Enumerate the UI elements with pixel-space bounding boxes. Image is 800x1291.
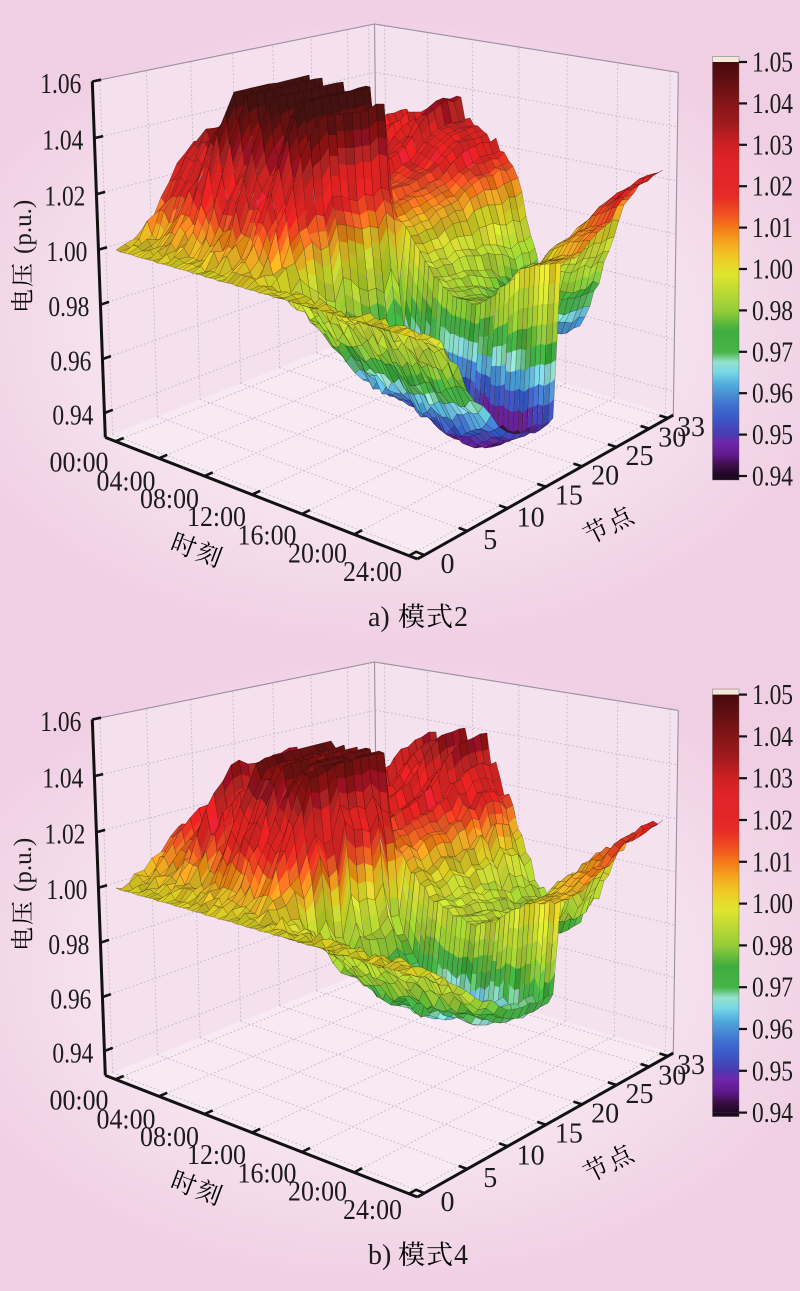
svg-text:1.04: 1.04 [42,764,83,795]
svg-text:1.04: 1.04 [752,89,793,120]
svg-text:0.98: 0.98 [752,296,793,327]
svg-text:08:00: 08:00 [140,1122,199,1153]
svg-text:1.06: 1.06 [40,69,81,100]
svg-text:1.02: 1.02 [44,820,85,851]
svg-text:20: 20 [591,1098,619,1129]
svg-text:30: 30 [658,423,686,454]
svg-text:1.05: 1.05 [752,48,793,79]
svg-text:0.96: 0.96 [752,1015,793,1046]
svg-text:16:00: 16:00 [238,1159,297,1190]
svg-text:20:00: 20:00 [288,539,347,570]
svg-text:12:00: 12:00 [187,502,246,533]
svg-text:12:00: 12:00 [187,1140,246,1171]
svg-text:0.94: 0.94 [752,1098,793,1129]
svg-text:0.97: 0.97 [752,337,793,368]
svg-text:1.02: 1.02 [752,172,793,203]
svg-text:00:00: 00:00 [50,448,109,479]
svg-text:0.94: 0.94 [752,462,793,493]
svg-text:b): b) [368,1240,391,1271]
svg-text:2: 2 [454,602,468,633]
svg-text:0.96: 0.96 [50,347,91,378]
svg-text:a): a) [368,602,390,633]
svg-text:0.98: 0.98 [752,931,793,962]
svg-text:0.96: 0.96 [50,985,91,1016]
svg-text:1.02: 1.02 [44,182,85,213]
svg-text:33: 33 [677,1050,705,1081]
svg-text:1.00: 1.00 [46,237,87,268]
svg-text:(p.u.): (p.u.) [10,838,37,897]
svg-text:15: 15 [555,1119,583,1150]
svg-text:1.03: 1.03 [752,764,793,795]
svg-text:1.01: 1.01 [752,213,793,244]
svg-text:1.03: 1.03 [752,130,793,161]
svg-text:08:00: 08:00 [140,484,199,515]
svg-text:10: 10 [517,502,545,533]
svg-text:0.94: 0.94 [52,401,93,432]
svg-text:1.06: 1.06 [40,707,81,738]
svg-text:24:00: 24:00 [343,557,402,588]
svg-text:25: 25 [626,441,654,472]
svg-text:1.04: 1.04 [42,126,83,157]
svg-text:15: 15 [555,481,583,512]
svg-text:0: 0 [441,549,455,580]
svg-text:33: 33 [677,412,705,443]
svg-text:20:00: 20:00 [288,1177,347,1208]
svg-text:5: 5 [483,525,497,556]
svg-text:1.04: 1.04 [752,722,793,753]
svg-text:0.98: 0.98 [48,930,89,961]
svg-text:1.01: 1.01 [752,847,793,878]
svg-text:4: 4 [454,1240,468,1271]
svg-text:1.02: 1.02 [752,806,793,837]
svg-text:1.00: 1.00 [752,255,793,286]
svg-text:1.00: 1.00 [752,889,793,920]
svg-text:0.98: 0.98 [48,292,89,323]
svg-text:04:00: 04:00 [97,467,156,498]
svg-text:16:00: 16:00 [238,521,297,552]
svg-text:04:00: 04:00 [97,1105,156,1136]
svg-text:10: 10 [517,1140,545,1171]
svg-text:1.00: 1.00 [46,875,87,906]
svg-text:0.97: 0.97 [752,973,793,1004]
svg-text:0: 0 [441,1187,455,1218]
svg-text:30: 30 [658,1061,686,1092]
svg-text:0.94: 0.94 [52,1039,93,1070]
svg-text:0.95: 0.95 [752,1056,793,1087]
svg-text:5: 5 [483,1163,497,1194]
svg-text:1.05: 1.05 [752,680,793,711]
svg-text:25: 25 [626,1079,654,1110]
svg-text:20: 20 [591,460,619,491]
svg-text:0.95: 0.95 [752,420,793,451]
svg-text:0.96: 0.96 [752,379,793,410]
svg-text:00:00: 00:00 [50,1086,109,1117]
svg-text:24:00: 24:00 [343,1195,402,1226]
svg-text:(p.u.): (p.u.) [10,200,37,259]
